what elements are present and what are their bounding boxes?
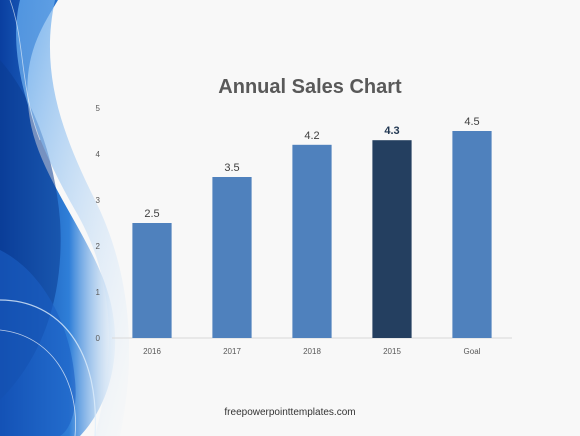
y-tick-label: 4: [96, 150, 101, 159]
bar-2018: [292, 144, 332, 338]
x-tick-label: 2017: [223, 347, 241, 356]
data-label: 2.5: [144, 208, 159, 220]
bar-2015: [372, 140, 412, 338]
y-tick-label: 2: [96, 242, 101, 251]
x-tick-label: 2016: [143, 347, 161, 356]
bar-2017: [212, 177, 252, 338]
y-tick-label: 0: [96, 334, 101, 343]
data-label: 4.3: [384, 125, 399, 137]
x-tick-label: 2015: [383, 347, 401, 356]
x-tick-label: 2018: [303, 347, 321, 356]
x-tick-label: Goal: [464, 347, 481, 356]
y-tick-label: 5: [96, 104, 101, 113]
data-label: 4.5: [464, 116, 479, 128]
bar-2016: [132, 223, 172, 338]
bar-Goal: [452, 131, 492, 338]
y-tick-label: 1: [96, 288, 101, 297]
chart-title: Annual Sales Chart: [218, 76, 402, 98]
data-label: 4.2: [304, 130, 319, 142]
y-tick-label: 3: [96, 196, 101, 205]
data-label: 3.5: [224, 162, 239, 174]
footer-url: freepowerpointtemplates.com: [224, 407, 356, 418]
